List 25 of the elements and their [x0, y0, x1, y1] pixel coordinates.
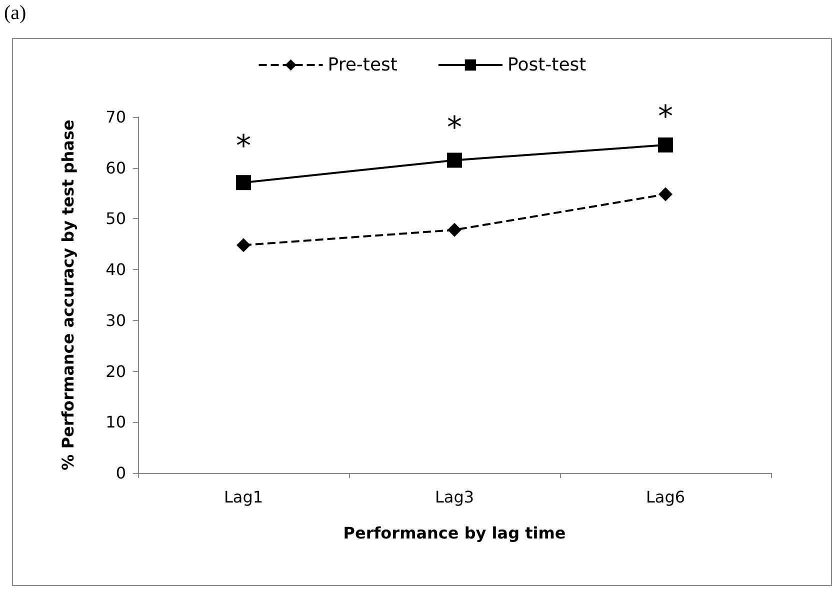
x-tick-label: Lag6: [646, 488, 686, 506]
y-tick-label: 20: [106, 362, 126, 381]
point: [658, 187, 672, 202]
y-tick-label: 0: [116, 464, 126, 482]
x-tick-label: Lag1: [224, 488, 264, 506]
point: [236, 175, 251, 190]
chart-title: (a): [4, 2, 26, 25]
x-axis-title: Performance by lag time: [343, 524, 566, 542]
y-tick-label: 30: [106, 310, 126, 330]
y-tick-label: 50: [106, 209, 126, 228]
annotation: *: [447, 110, 462, 146]
y-tick-label: 10: [106, 412, 126, 432]
point: [448, 222, 462, 237]
y-tick-label: 40: [106, 260, 126, 280]
point: [236, 238, 250, 252]
point: [447, 152, 462, 168]
point: [658, 137, 673, 152]
annotation: *: [236, 129, 251, 164]
y-tick-label: 60: [106, 158, 126, 178]
y-axis-title: % Performance accuracy by test phase: [58, 119, 78, 470]
legend-label: Pre-test: [328, 54, 398, 76]
y-tick-label: 70: [106, 108, 126, 126]
x-tick-label: Lag3: [434, 488, 474, 506]
annotation: *: [658, 99, 673, 134]
legend-label: Post-test: [507, 54, 586, 76]
